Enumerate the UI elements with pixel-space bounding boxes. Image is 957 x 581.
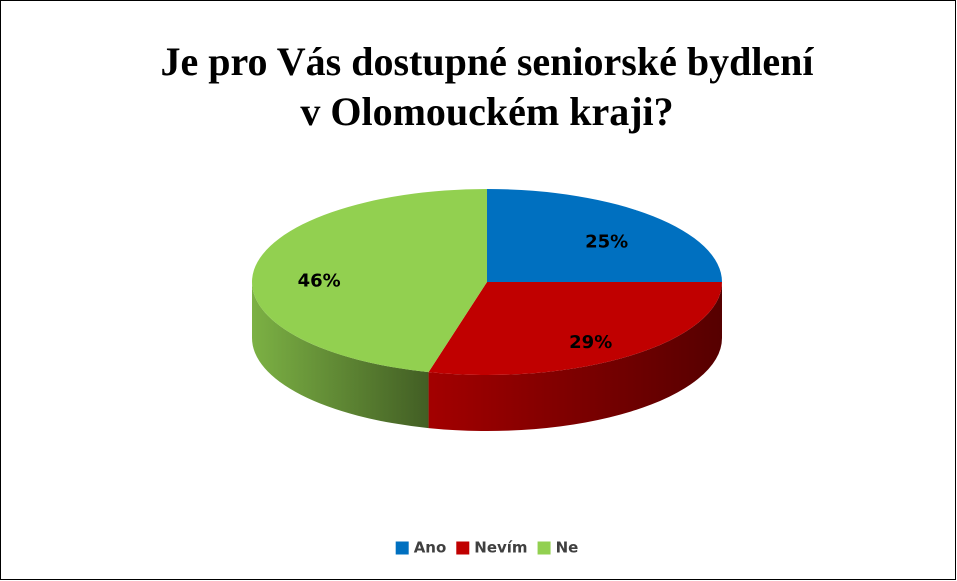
legend-swatch [395,541,409,555]
pie-slice [487,189,722,282]
pie-slice [252,189,487,373]
legend-swatch [537,541,551,555]
data-label: 25% [585,232,628,253]
legend-label: Ne [556,539,579,557]
legend-label: Nevím [474,539,527,557]
chart-title: v Olomouckém kraji? [300,89,673,134]
legend-label: Ano [414,539,447,557]
data-label: 29% [569,332,612,353]
pie-slice [428,282,722,376]
pie-slice-side [252,282,429,429]
pie-slice-side [428,282,722,431]
legend-swatch [456,541,470,555]
data-label: 46% [298,271,341,292]
chart-title: Je pro Vás dostupné seniorské bydlení [160,39,814,84]
